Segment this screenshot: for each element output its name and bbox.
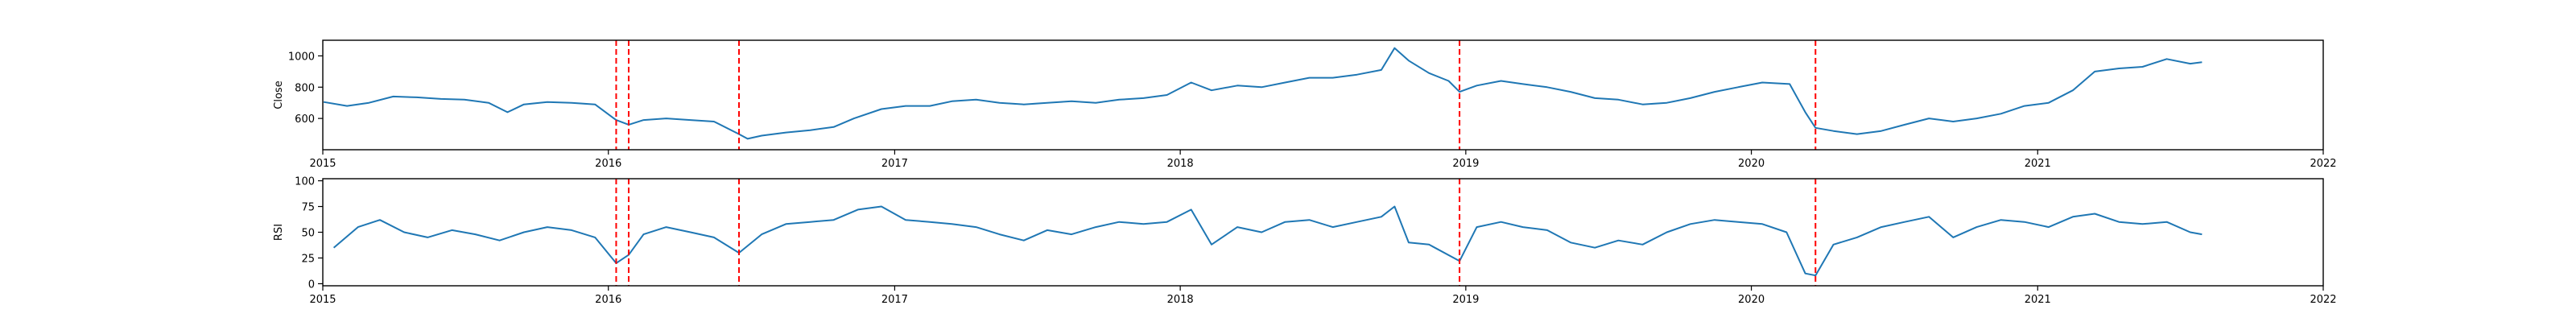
- rsi-series-line: [332, 205, 2202, 277]
- x-tick-label: 2021: [2025, 294, 2051, 306]
- y-tick-label: 600: [295, 114, 315, 126]
- x-tick-label: 2020: [1738, 158, 1765, 170]
- x-tick-label: 2017: [881, 158, 908, 170]
- y-tick-label: 25: [301, 253, 315, 265]
- y-axis-label: RSI: [273, 224, 285, 241]
- plot-area: [323, 40, 2202, 150]
- axes-frame: [322, 39, 2324, 151]
- y-axis-label: Close: [273, 80, 285, 109]
- y-tick-label: 75: [301, 202, 315, 214]
- x-tick-label: 2018: [1167, 294, 1194, 306]
- x-tick-label: 2017: [881, 294, 908, 306]
- x-tick-label: 2015: [309, 294, 336, 306]
- x-tick-label: 2021: [2025, 158, 2051, 170]
- x-tick-label: 2018: [1167, 158, 1194, 170]
- y-tick-label: 50: [301, 228, 315, 240]
- y-tick-label: 0: [308, 279, 315, 291]
- y-tick-label: 800: [295, 82, 315, 94]
- plot-area: [332, 179, 2202, 286]
- rsi-panel: 2015 2016 2017 2018 2019 2020 2021 2022 0 25 50 75 1…: [273, 176, 2337, 306]
- close-panel: 2015 2016 2017 2018 2019 2020 2021 2022 600 800 10…: [273, 39, 2337, 170]
- x-tick-label: 2022: [2310, 294, 2336, 306]
- x-tick-label: 2015: [309, 158, 336, 170]
- x-tick-label: 2022: [2310, 158, 2336, 170]
- x-tick-label: 2019: [1452, 294, 1479, 306]
- y-tick-label: 100: [295, 176, 315, 188]
- x-tick-label: 2020: [1738, 294, 1765, 306]
- y-tick-label: 1000: [288, 51, 315, 63]
- x-tick-label: 2019: [1452, 158, 1479, 170]
- x-tick-label: 2016: [595, 158, 621, 170]
- x-tick-label: 2016: [595, 294, 621, 306]
- close-series-line: [323, 47, 2202, 140]
